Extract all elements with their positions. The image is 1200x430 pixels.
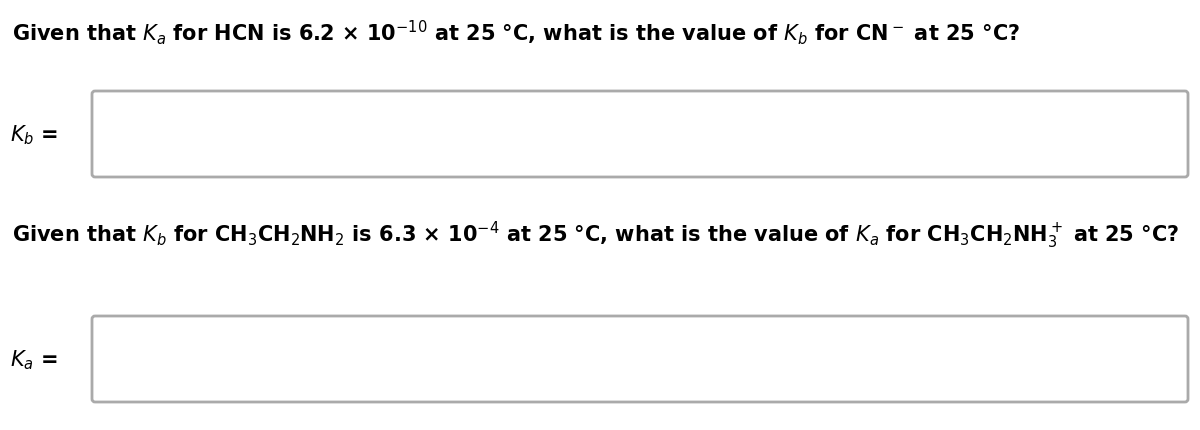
FancyBboxPatch shape bbox=[92, 92, 1188, 178]
Text: $K_b$ =: $K_b$ = bbox=[10, 123, 59, 147]
FancyBboxPatch shape bbox=[92, 316, 1188, 402]
Text: $K_a$ =: $K_a$ = bbox=[10, 347, 58, 371]
Text: Given that $K_b$ for CH$_3$CH$_2$NH$_2$ is 6.3 × 10$^{-4}$ at 25 °C, what is the: Given that $K_b$ for CH$_3$CH$_2$NH$_2$ … bbox=[12, 219, 1180, 251]
Text: Given that $K_a$ for HCN is 6.2 × 10$^{-10}$ at 25 °C, what is the value of $K_b: Given that $K_a$ for HCN is 6.2 × 10$^{-… bbox=[12, 18, 1020, 47]
